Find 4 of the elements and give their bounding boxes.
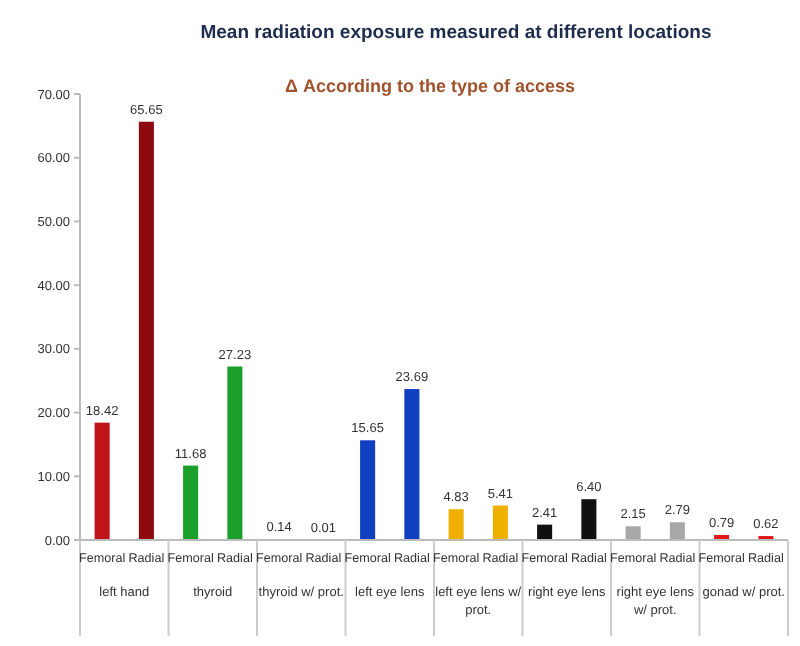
bar bbox=[138, 121, 154, 540]
chart-title: Mean radiation exposure measured at different locations bbox=[200, 22, 712, 44]
bar bbox=[94, 422, 110, 540]
chart-subtitle: Δ According to the type of access bbox=[284, 76, 576, 96]
